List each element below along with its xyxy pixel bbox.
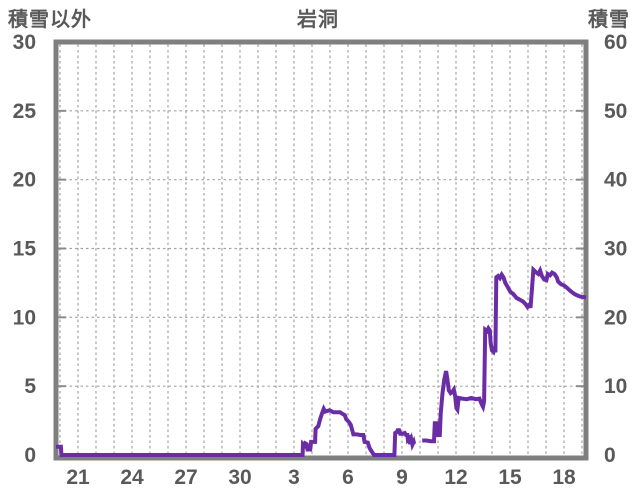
right-axis-title: 積雪 [588, 9, 630, 31]
x-axis-label: 12 [444, 466, 467, 489]
left-axis-label: 25 [13, 100, 37, 123]
right-axis-label: 60 [604, 31, 627, 54]
right-axis-label: 50 [604, 100, 627, 123]
left-axis-label: 15 [13, 238, 37, 261]
chart-title: 岩洞 [297, 9, 339, 31]
x-axis-label: 15 [498, 466, 522, 489]
x-axis-label: 27 [174, 466, 197, 489]
left-axis-label: 5 [24, 375, 36, 398]
x-axis-label: 30 [228, 466, 251, 489]
x-axis-label: 18 [552, 466, 576, 489]
right-axis-label: 20 [604, 306, 627, 329]
x-axis-label: 24 [120, 466, 144, 489]
left-axis-title: 積雪以外 [8, 9, 92, 31]
right-axis-label: 0 [604, 444, 616, 467]
right-axis-label: 40 [604, 169, 627, 192]
left-axis-label: 10 [13, 306, 36, 329]
left-axis-label: 30 [13, 31, 36, 54]
left-axis-label: 20 [13, 169, 36, 192]
x-axis-label: 6 [342, 466, 354, 489]
plot-frame [53, 39, 589, 461]
x-axis-label: 3 [288, 466, 300, 489]
right-axis-label: 30 [604, 238, 627, 261]
right-axis-label: 10 [604, 375, 627, 398]
series-line-積雪 [56, 404, 417, 457]
series-line-積雪 [422, 265, 587, 444]
x-axis-label: 9 [396, 466, 408, 489]
x-axis-label: 21 [66, 466, 90, 489]
left-axis-label: 0 [24, 444, 36, 467]
